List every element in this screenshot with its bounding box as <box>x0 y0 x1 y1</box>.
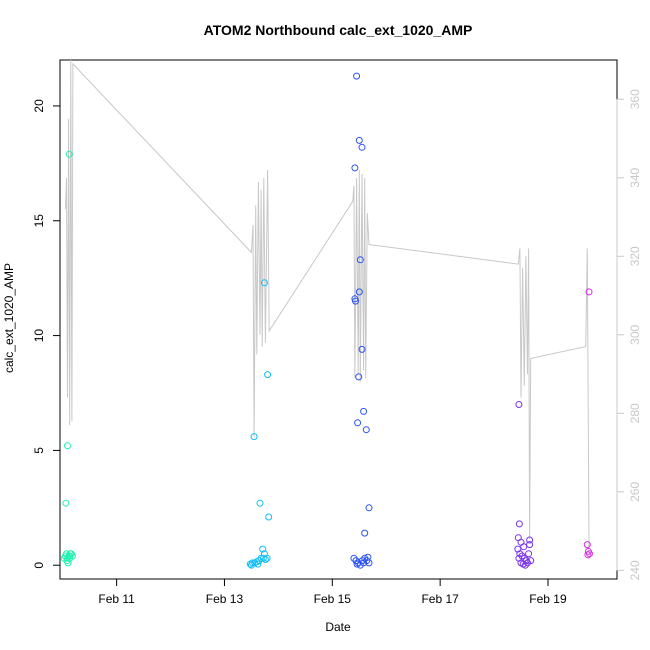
x-tick-label: Feb 11 <box>98 592 135 606</box>
data-point <box>247 561 255 569</box>
x-axis-label: Date <box>325 620 351 634</box>
data-point <box>250 433 258 441</box>
data-point <box>353 72 361 80</box>
data-point <box>362 426 370 434</box>
data-point <box>584 551 592 559</box>
data-point <box>260 279 268 287</box>
data-point <box>64 442 71 450</box>
data-point <box>259 545 267 553</box>
data-point <box>364 553 372 561</box>
data-point <box>65 150 73 158</box>
y2-tick-label: 360 <box>628 89 642 109</box>
y2-tick-label: 340 <box>628 167 642 187</box>
data-point <box>358 143 366 151</box>
data-point <box>353 560 361 568</box>
data-point <box>586 550 593 558</box>
x-tick-label: Feb 15 <box>314 592 352 606</box>
y-tick-label: 20 <box>32 99 46 113</box>
secondary-line-layer <box>64 59 590 547</box>
y-tick-label: 10 <box>32 329 46 343</box>
data-point <box>352 297 359 305</box>
data-point <box>256 499 264 507</box>
data-point <box>520 543 528 551</box>
data-point <box>263 554 271 562</box>
data-point <box>350 554 358 562</box>
data-point <box>516 550 524 558</box>
data-point <box>360 407 368 415</box>
scatter-layer <box>60 72 593 569</box>
y-axis-label: calc_ext_1020_AMP <box>2 263 16 373</box>
y2-tick-label: 240 <box>628 560 642 580</box>
data-point <box>354 419 362 427</box>
x-tick-label: Feb 13 <box>206 592 244 606</box>
y-tick-label: 0 <box>32 562 46 569</box>
data-point <box>515 520 523 528</box>
y2-tick-label: 280 <box>628 403 642 423</box>
data-point <box>264 371 272 379</box>
data-point <box>515 554 523 562</box>
data-point <box>62 499 70 507</box>
data-point <box>361 529 369 537</box>
y2-tick-label: 260 <box>628 482 642 502</box>
data-point <box>360 559 368 567</box>
data-point <box>526 536 534 544</box>
data-point <box>521 561 529 569</box>
data-point <box>356 256 364 264</box>
y-tick-label: 15 <box>32 214 46 228</box>
data-point <box>583 541 591 549</box>
x-tick-label: Feb 17 <box>421 592 459 606</box>
data-point <box>355 136 363 144</box>
data-point <box>351 164 359 172</box>
data-point <box>585 288 593 296</box>
x-tick-label: Feb 19 <box>529 592 567 606</box>
data-point <box>254 560 262 568</box>
axes: Feb 11 Feb 13 Feb 15 Feb 17 Feb 19 0 5 10 15 20 24… <box>32 89 642 606</box>
data-point <box>265 513 273 521</box>
data-point <box>525 550 533 558</box>
data-point <box>355 373 363 381</box>
y2-tick-label: 300 <box>628 324 642 344</box>
data-point <box>66 554 74 562</box>
data-point <box>517 538 525 546</box>
data-point <box>526 541 534 549</box>
y2-tick-label: 320 <box>628 246 642 266</box>
data-point <box>365 504 373 512</box>
y-tick-label: 5 <box>32 447 46 454</box>
data-point <box>361 554 369 562</box>
chart-title: ATOM2 Northbound calc_ext_1020_AMP <box>204 22 473 38</box>
data-point <box>355 288 363 296</box>
data-point <box>515 401 523 408</box>
data-point <box>358 345 366 353</box>
data-point <box>524 559 531 567</box>
data-point <box>261 556 269 563</box>
secondary-series-line <box>64 59 590 547</box>
